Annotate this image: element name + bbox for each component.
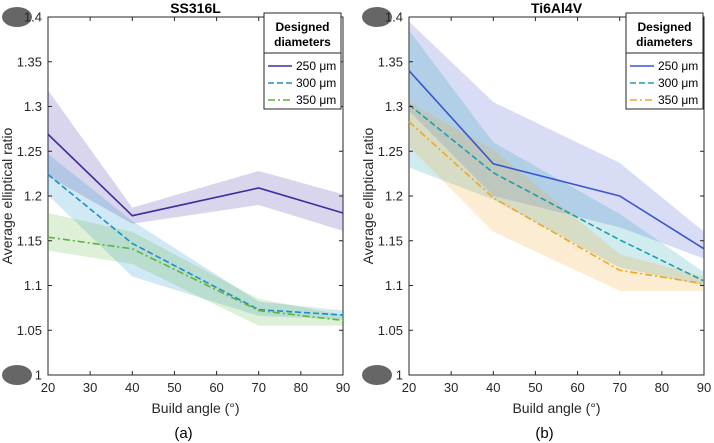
band-0 [48, 90, 343, 231]
series-line-2 [408, 121, 705, 285]
chart-title: SS316L [170, 0, 221, 16]
x-tick-label: 20 [402, 380, 416, 395]
band-1 [48, 153, 343, 320]
series-line-0 [408, 70, 705, 250]
y-tick-label: 1 [396, 368, 403, 383]
x-tick-label: 90 [697, 380, 711, 395]
x-axis-label: Build angle (°) [512, 400, 600, 416]
band-2 [48, 213, 343, 326]
x-tick-label: 70 [612, 380, 626, 395]
y-tick-label: 1.2 [24, 189, 42, 204]
band-2 [409, 102, 704, 291]
y-tick-label: 1.15 [17, 233, 42, 248]
x-tick-label: 90 [336, 380, 350, 395]
legend-item-label: 350 μm [658, 93, 698, 107]
legend-title-line-2: diameters [636, 35, 693, 49]
legend-title-line-1: Designed [637, 20, 691, 34]
band-0 [409, 21, 704, 259]
y-tick-label: 1.25 [378, 144, 403, 159]
y-tick-label: 1.3 [385, 99, 403, 114]
y-axis-label: Average elliptical ratio [360, 127, 376, 264]
y-tick-label: 1.15 [378, 233, 403, 248]
panel-caption: (a) [174, 425, 192, 442]
right-top-oval-marker [362, 7, 392, 27]
y-tick-label: 1.1 [385, 278, 403, 293]
left-bottom-oval-marker [2, 365, 32, 385]
legend-item-label: 250 μm [658, 59, 698, 73]
x-tick-label: 60 [209, 380, 223, 395]
left-top-oval-marker [2, 7, 32, 27]
y-tick-label: 1 [35, 368, 42, 383]
y-tick-label: 1.4 [385, 10, 403, 25]
x-axis-label: Build angle (°) [151, 400, 239, 416]
series-line-1 [47, 173, 344, 316]
y-tick-label: 1.25 [17, 144, 42, 159]
x-tick-label: 60 [570, 380, 584, 395]
y-tick-label: 1.05 [378, 323, 403, 338]
chart-title: Ti6Al4V [531, 0, 583, 16]
right-bottom-oval-marker [362, 365, 392, 385]
x-tick-label: 50 [167, 380, 181, 395]
y-tick-label: 1.35 [378, 54, 403, 69]
x-tick-label: 80 [655, 380, 669, 395]
series-line-1 [408, 104, 705, 282]
x-tick-label: 50 [528, 380, 542, 395]
legend-title-line-1: Designed [275, 20, 329, 34]
y-tick-label: 1.1 [24, 278, 42, 293]
series-line-0 [47, 133, 344, 217]
legend-item-label: 250 μm [296, 59, 336, 73]
legend-item-label: 300 μm [658, 76, 698, 90]
legend-item-label: 350 μm [296, 93, 336, 107]
x-tick-label: 20 [41, 380, 55, 395]
x-tick-label: 80 [294, 380, 308, 395]
panel-caption: (b) [535, 425, 553, 442]
y-tick-label: 1.3 [24, 99, 42, 114]
y-tick-label: 1.2 [385, 189, 403, 204]
y-axis-label: Average elliptical ratio [0, 127, 15, 264]
y-tick-label: 1.35 [17, 54, 42, 69]
legend-box [263, 12, 342, 110]
x-tick-label: 30 [444, 380, 458, 395]
x-tick-label: 30 [83, 380, 97, 395]
legend-item-label: 300 μm [296, 76, 336, 90]
x-tick-label: 40 [486, 380, 500, 395]
legend-title-line-2: diameters [274, 35, 331, 49]
band-1 [409, 30, 704, 286]
x-tick-label: 40 [125, 380, 139, 395]
series-line-2 [47, 236, 344, 322]
y-tick-label: 1.4 [24, 10, 42, 25]
legend-box [625, 12, 704, 110]
y-tick-label: 1.05 [17, 323, 42, 338]
panel-ss316l: 20 30 40 50 60 70 80 90 1 1.05 1.1 1.15 1.2 1.25 1.3 1.… [0, 0, 350, 442]
panel-ti6al4v: 20 30 40 50 60 70 80 90 1 1.05 1.1 1.15 1.2 1.25 1.3 1.… [360, 0, 711, 442]
x-tick-label: 70 [251, 380, 265, 395]
